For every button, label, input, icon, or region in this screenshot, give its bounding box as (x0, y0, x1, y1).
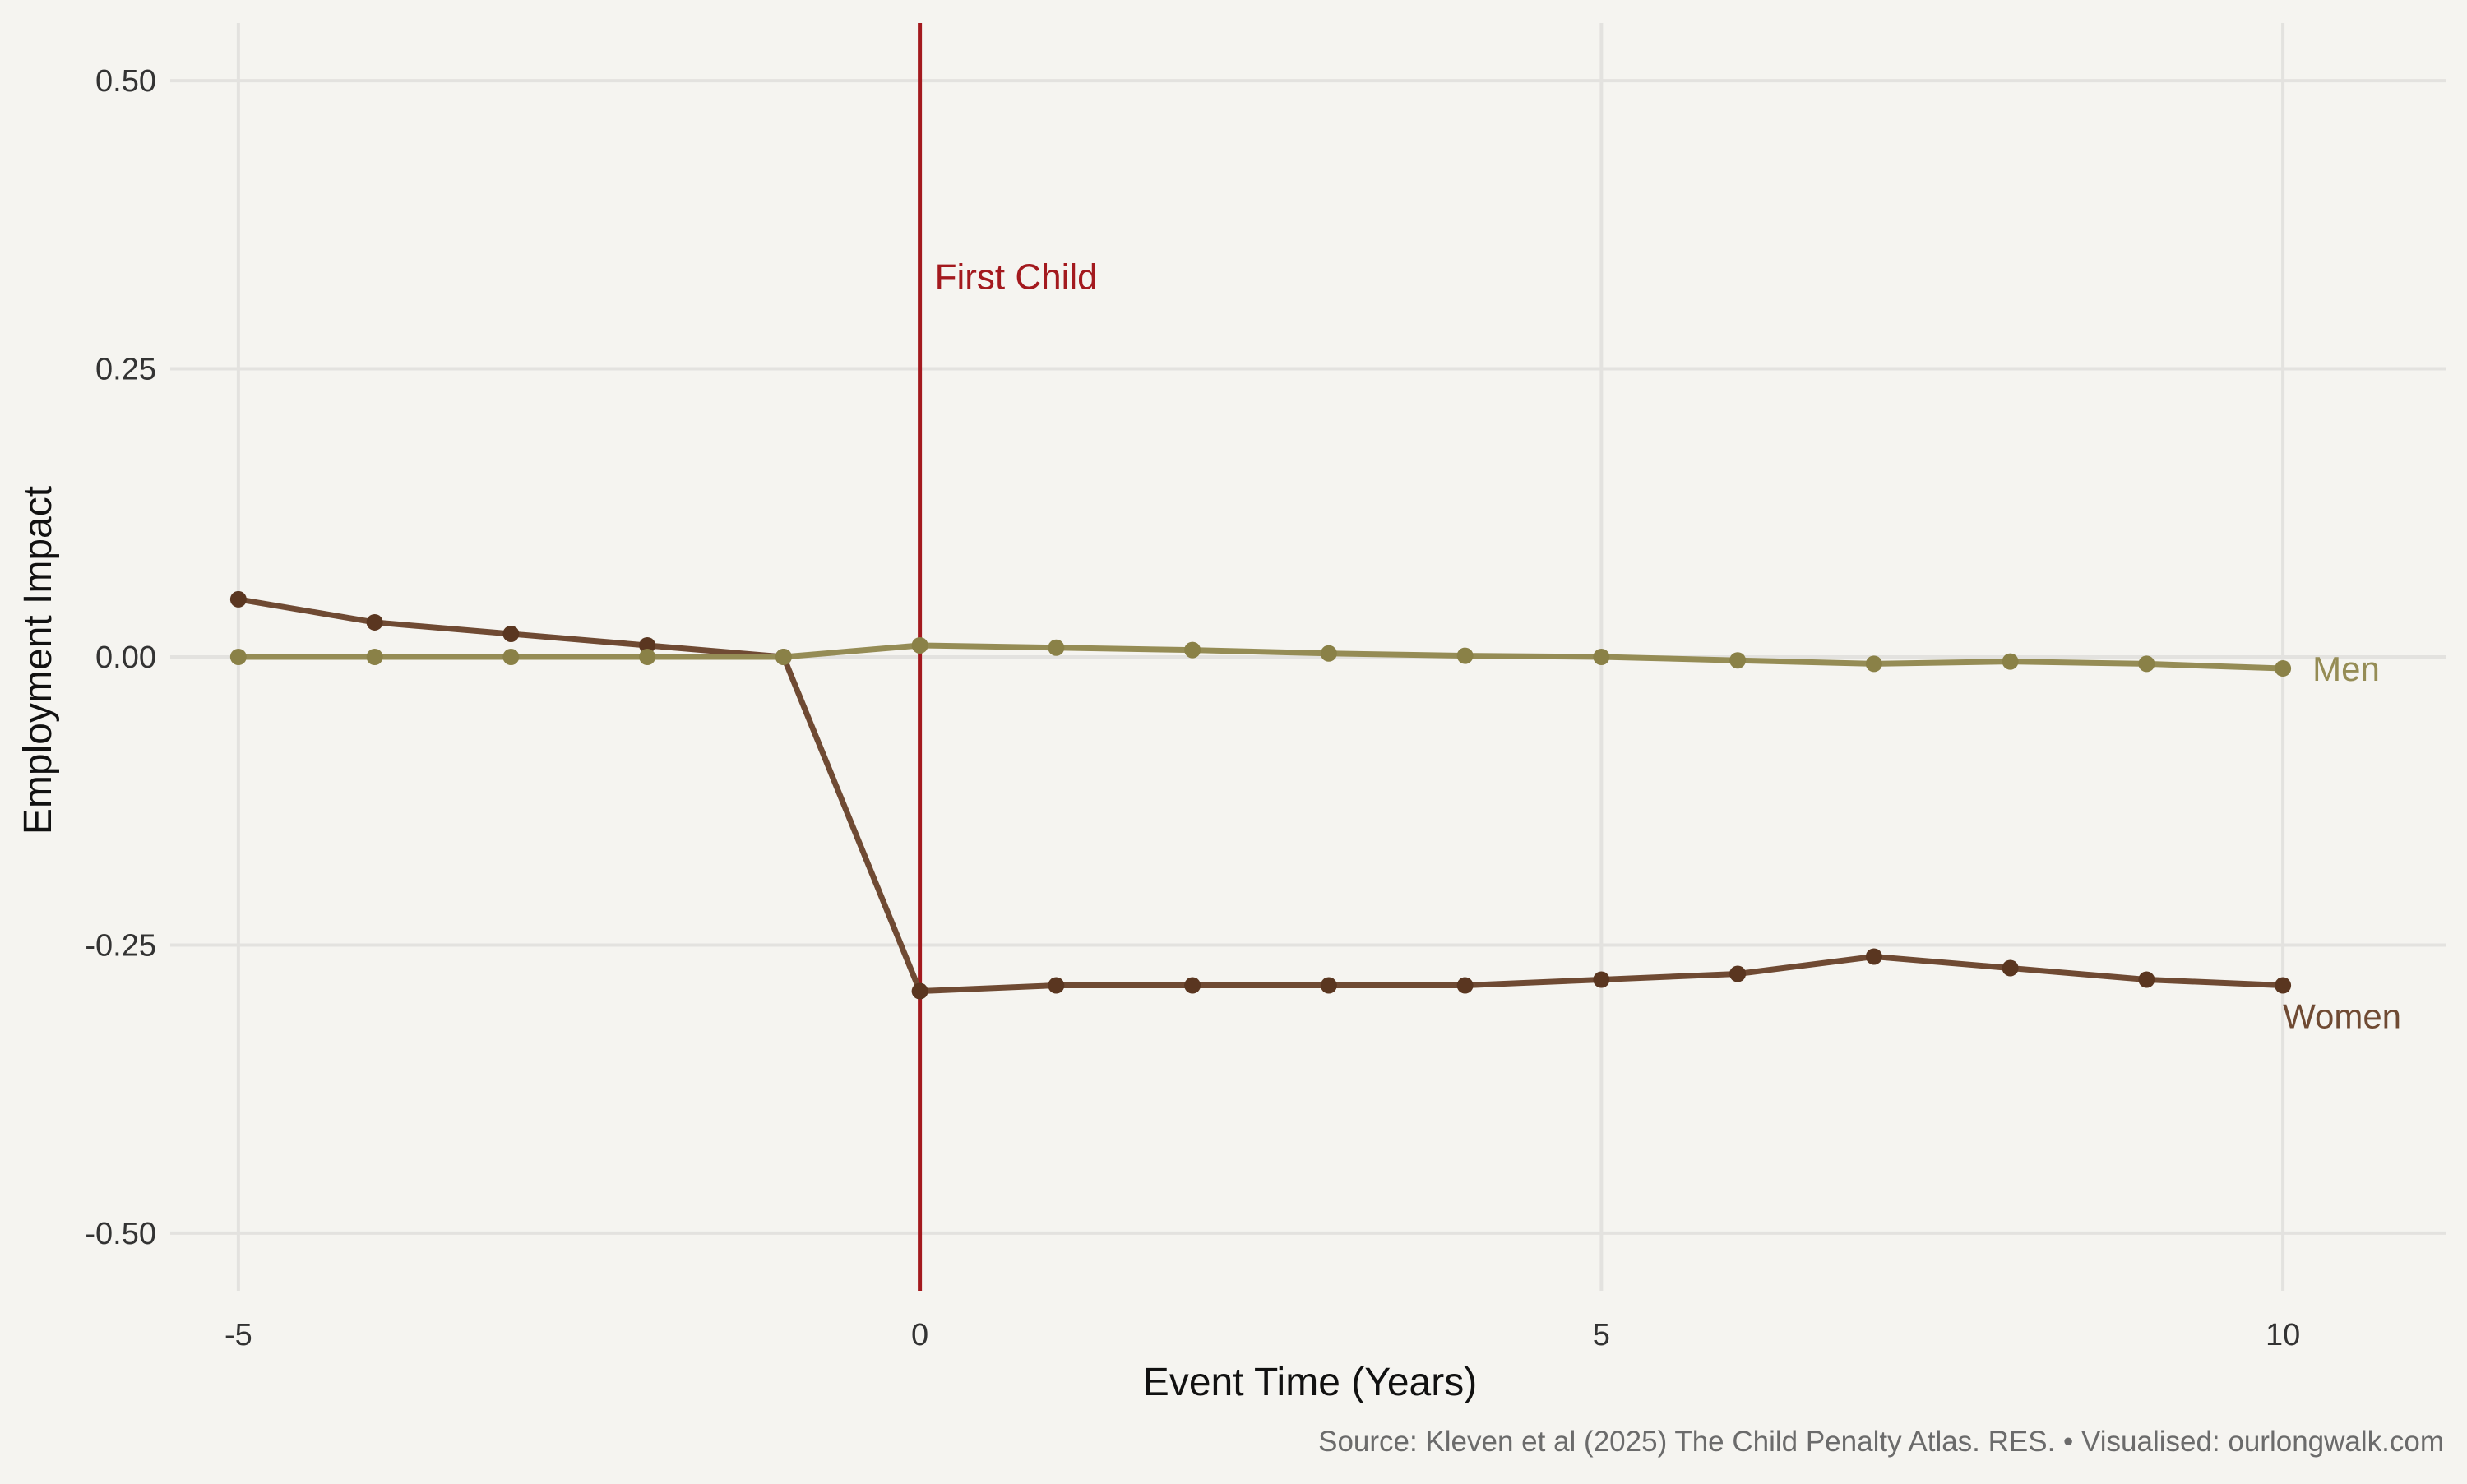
source-caption: Source: Kleven et al (2025) The Child Pe… (1318, 1426, 2444, 1458)
x-axis-title: Event Time (Years) (1143, 1361, 1477, 1404)
data-point-men (1729, 652, 1747, 669)
x-tick-label: 10 (2266, 1318, 2300, 1352)
x-tick-label: -5 (224, 1318, 252, 1352)
data-point-men (502, 649, 520, 665)
data-point-women (1456, 977, 1474, 994)
data-point-women (1184, 977, 1201, 994)
data-point-women (1865, 948, 1882, 965)
data-point-women (502, 625, 520, 642)
data-point-men (2138, 655, 2155, 673)
y-axis-title: Employment Impact (16, 486, 60, 834)
y-tick-label: -0.25 (85, 928, 156, 963)
y-tick-label: 0.00 (95, 640, 156, 675)
data-point-men (1320, 645, 1337, 662)
data-point-men (1184, 641, 1201, 659)
data-point-women (229, 590, 247, 608)
data-point-men (775, 649, 792, 665)
x-tick-label: 5 (1593, 1318, 1610, 1352)
annotations: First Child (918, 23, 1098, 1291)
y-tick-label: 0.50 (95, 64, 156, 99)
data-point-men (1456, 647, 1474, 664)
data-point-men (639, 649, 656, 665)
series-line-men (235, 642, 2286, 672)
data-point-women (2275, 977, 2292, 994)
x-tick-label: 0 (911, 1318, 928, 1352)
data-point-women (1320, 977, 1337, 994)
y-tick-label: -0.50 (85, 1217, 156, 1251)
data-point-men (2002, 653, 2019, 670)
data-point-men (911, 636, 928, 654)
data-point-men (1048, 639, 1065, 656)
series: Women Men (229, 590, 2401, 1036)
data-point-women (1729, 965, 1747, 982)
series-label-men: Men (2312, 650, 2380, 688)
data-point-women (2002, 959, 2019, 977)
data-point-women (2138, 971, 2155, 988)
axes: -5 0 5 10 0.50 0.25 0.00 -0.25 -0.50 (85, 64, 2300, 1352)
data-point-men (2275, 660, 2292, 677)
series-label-women: Women (2283, 997, 2401, 1036)
data-point-men (366, 649, 383, 665)
data-point-men (229, 649, 247, 665)
series-line-women (235, 596, 2286, 995)
y-tick-label: 0.25 (95, 353, 156, 387)
data-point-women (1593, 971, 1610, 988)
event-label: First Child (935, 257, 1098, 297)
data-point-women (639, 636, 656, 654)
data-point-women (911, 982, 928, 1000)
data-point-women (1048, 977, 1065, 994)
data-point-women (366, 613, 383, 631)
data-point-men (1865, 655, 1882, 673)
data-point-men (1593, 649, 1610, 665)
